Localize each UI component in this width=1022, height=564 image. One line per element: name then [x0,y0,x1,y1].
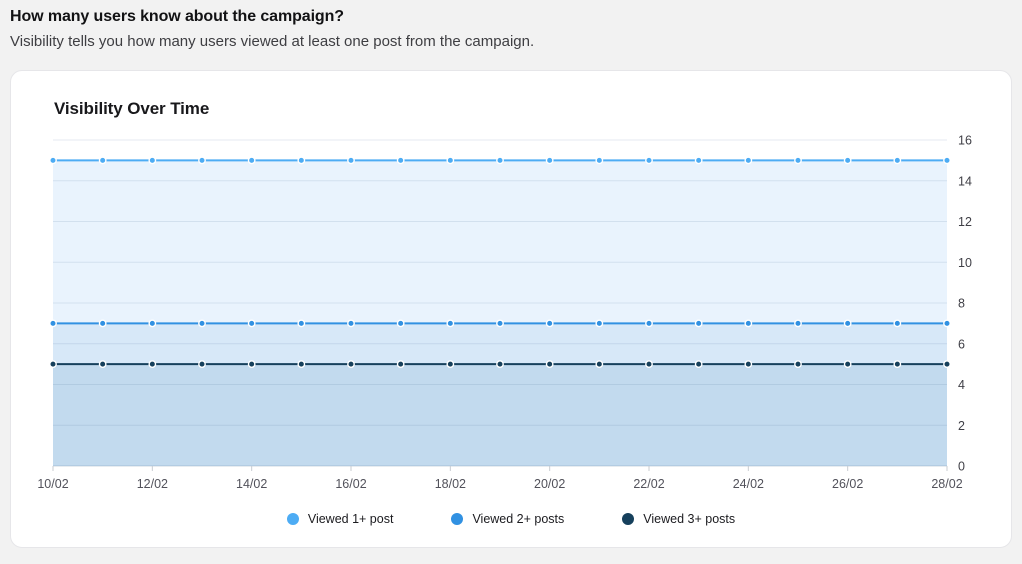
visibility-chart: 10/02 12/02 14/02 16/02 18/02 20/02 22/02 24/02… [37,134,972,492]
legend-label: Viewed 2+ posts [472,512,565,526]
marker-series-3 [794,360,802,369]
marker-series-3 [247,360,256,369]
marker-series-3 [297,360,306,369]
legend-item-series-2[interactable]: Viewed 2+ posts [451,512,564,526]
marker-series-1 [943,156,951,165]
marker-series-3 [446,360,455,369]
marker-series-2 [396,319,405,328]
marker-series-2 [297,319,306,328]
marker-series-1 [347,156,355,165]
marker-series-3 [347,360,355,369]
area-series-3 [53,364,947,466]
x-tick-label: 10/02 [37,477,68,491]
marker-series-2 [943,319,951,328]
marker-series-3 [694,360,703,369]
marker-series-2 [744,319,753,328]
visibility-card: Visibility Over Time 10/02 12/02 14/02 16/0… [10,70,1012,548]
y-tick-label: 4 [958,378,965,392]
marker-series-3 [396,360,405,369]
marker-series-2 [694,319,703,328]
y-tick-label: 12 [958,215,972,229]
marker-series-3 [198,360,206,369]
marker-series-2 [148,319,157,328]
legend-item-series-1[interactable]: Viewed 1+ post [286,512,394,526]
marker-series-1 [247,156,256,165]
marker-series-2 [645,319,653,328]
marker-series-1 [744,156,753,165]
marker-series-1 [794,156,802,165]
x-tick-label: 22/02 [633,477,664,491]
legend-dot-icon [286,513,299,525]
x-tick-label: 20/02 [534,477,565,491]
marker-series-2 [198,319,206,328]
marker-series-2 [446,319,455,328]
marker-series-1 [98,156,107,165]
marker-series-1 [843,156,852,165]
marker-series-3 [843,360,852,369]
marker-series-3 [893,360,902,369]
legend-label: Viewed 1+ post [307,512,394,526]
marker-series-1 [198,156,206,165]
page-title: How many users know about the campaign? [10,8,344,25]
y-tick-label: 16 [958,134,972,148]
x-tick-label: 16/02 [335,477,366,491]
marker-series-1 [396,156,405,165]
x-tick-label: 18/02 [435,477,466,491]
legend-dot-icon [622,513,635,525]
marker-series-3 [645,360,653,369]
marker-series-1 [645,156,653,165]
x-tick-label: 12/02 [137,477,168,491]
marker-series-3 [49,360,57,369]
chart-legend: Viewed 1+ post Viewed 2+ posts Viewed 3+ p… [11,512,1011,526]
y-tick-label: 2 [958,419,965,433]
marker-series-2 [794,319,802,328]
y-tick-label: 0 [958,460,965,474]
chart-title: Visibility Over Time [54,99,210,118]
marker-series-2 [98,319,107,328]
legend-label: Viewed 3+ posts [643,512,736,526]
marker-series-2 [496,319,504,328]
legend-dot-icon [451,513,464,525]
marker-series-1 [297,156,306,165]
marker-series-2 [893,319,902,328]
marker-series-3 [943,360,951,369]
marker-series-1 [694,156,703,165]
marker-series-1 [49,156,57,165]
marker-series-1 [595,156,604,165]
legend-item-series-3[interactable]: Viewed 3+ posts [622,512,735,526]
x-tick-label: 26/02 [832,477,863,491]
page-subtitle: Visibility tells you how many users view… [10,33,535,50]
x-tick-label: 24/02 [733,477,764,491]
y-tick-label: 6 [958,337,965,351]
marker-series-3 [148,360,157,369]
marker-series-2 [49,319,57,328]
marker-series-1 [893,156,902,165]
marker-series-2 [843,319,852,328]
marker-series-3 [595,360,604,369]
y-tick-label: 10 [958,256,972,270]
marker-series-2 [545,319,554,328]
x-tick-label: 28/02 [931,477,962,491]
marker-series-2 [347,319,355,328]
marker-series-1 [496,156,504,165]
marker-series-3 [496,360,504,369]
marker-series-1 [446,156,455,165]
y-tick-label: 8 [958,297,965,311]
y-tick-label: 14 [958,174,972,188]
page-header: How many users know about the campaign? … [10,8,534,50]
x-tick-label: 14/02 [236,477,267,491]
marker-series-2 [247,319,256,328]
marker-series-3 [98,360,107,369]
marker-series-3 [744,360,753,369]
marker-series-1 [148,156,157,165]
marker-series-2 [595,319,604,328]
marker-series-1 [545,156,554,165]
marker-series-3 [545,360,554,369]
